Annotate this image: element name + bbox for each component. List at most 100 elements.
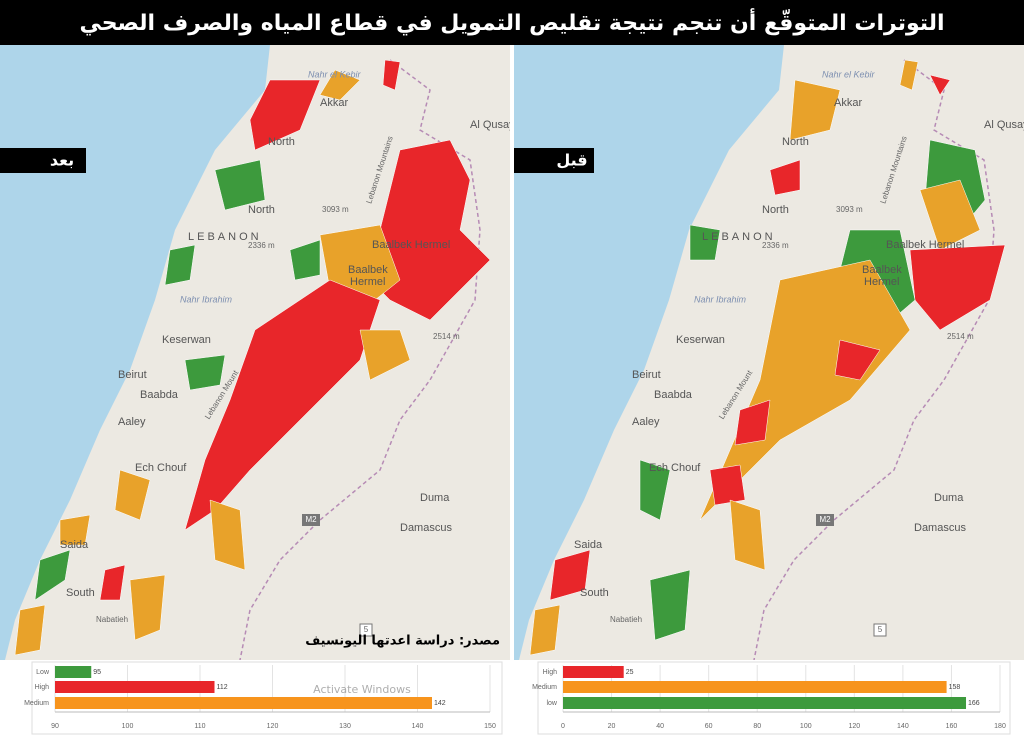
map-label: North — [248, 204, 275, 216]
x-tick-label: 20 — [608, 723, 616, 730]
map-label: 2336 m — [762, 241, 789, 250]
map-label: Nahr Ibrahim — [694, 294, 747, 304]
bar — [55, 666, 92, 678]
map-label: Aaley — [118, 416, 146, 428]
road-sign — [302, 514, 320, 526]
map-label: Baalbek Hermel — [886, 239, 964, 251]
map-label: Al Qusayr — [470, 119, 519, 131]
category-label: Medium — [532, 684, 557, 691]
map-label: 2514 m — [433, 332, 460, 341]
category-label: Medium — [24, 700, 49, 707]
category-label: low — [546, 700, 557, 707]
watermark: Activate Windows — [313, 683, 411, 696]
map-label: 5 — [878, 625, 883, 634]
map-label: Al Qusayr — [984, 119, 1024, 131]
map-label: Duma — [420, 492, 450, 504]
source: مصدر: دراسة اعدتها اليونسيف — [305, 634, 500, 649]
x-tick-label: 60 — [705, 723, 713, 730]
x-tick-label: 90 — [51, 723, 59, 730]
map-label: Keserwan — [676, 334, 725, 346]
category-label: High — [543, 669, 558, 676]
map-label: Saida — [574, 539, 603, 551]
map-label: Nabatieh — [610, 615, 642, 624]
bar — [563, 697, 967, 709]
map-label: North — [762, 204, 789, 216]
map-label: Baabda — [140, 389, 179, 401]
map-label: Aaley — [632, 416, 660, 428]
map-label: North — [268, 136, 295, 148]
bar — [563, 681, 947, 693]
category-label: Low — [36, 669, 50, 676]
map-label: Ech Chouf — [135, 462, 187, 474]
x-tick-label: 100 — [800, 723, 812, 730]
x-tick-label: 130 — [339, 723, 351, 730]
sea — [0, 45, 270, 660]
map-label: 5 — [364, 625, 369, 634]
road-sign — [359, 623, 373, 637]
map-label: 2336 m — [248, 241, 275, 250]
x-tick-label: 150 — [484, 723, 496, 730]
map-label: M2 — [305, 515, 317, 524]
map-label: Baalbek Hermel — [372, 239, 450, 251]
chart-frame — [537, 661, 1011, 735]
map-label: Beirut — [118, 369, 147, 381]
map-label: Akkar — [834, 97, 862, 109]
value-label: 112 — [217, 684, 228, 691]
value-label: 25 — [626, 669, 634, 676]
map-label: Baabda — [654, 389, 693, 401]
regions — [14, 59, 491, 656]
x-tick-label: 180 — [994, 723, 1006, 730]
map-label: Baalbek — [348, 264, 388, 276]
map-label: Damascus — [914, 522, 966, 534]
value-label: 158 — [949, 684, 961, 691]
panel-label: قبل — [556, 151, 587, 170]
map-label: Ech Chouf — [649, 462, 701, 474]
category-label: High — [35, 684, 50, 691]
title-bar — [0, 0, 1024, 45]
road-sign — [816, 514, 834, 526]
map-before: Nahr el Kebir Akkar Al Qusayr North North 309… — [514, 45, 1024, 660]
bar — [55, 681, 215, 693]
map-label: South — [66, 587, 95, 599]
map-label: North — [782, 136, 809, 148]
value-label: 95 — [93, 669, 101, 676]
map-label: South — [580, 587, 609, 599]
map-label: Damascus — [400, 522, 452, 534]
map-label: Baalbek — [862, 264, 902, 276]
x-tick-label: 140 — [412, 723, 424, 730]
x-tick-label: 80 — [753, 723, 761, 730]
sea — [514, 45, 784, 660]
map-label: LEBANON — [702, 231, 776, 243]
bar — [55, 697, 432, 709]
bar — [563, 666, 624, 678]
map-after: Nahr el Kebir Akkar Al Qusayr North Nort… — [0, 45, 519, 660]
map-label: Beirut — [632, 369, 661, 381]
x-tick-label: 160 — [946, 723, 958, 730]
panel-tag — [514, 148, 594, 173]
chart-frame — [31, 661, 503, 735]
map-label: 2514 m — [947, 332, 974, 341]
map-label: Nahr el Kebir — [822, 69, 876, 79]
value-label: 166 — [968, 700, 980, 707]
title: التوترات المتوقّع أن تنجم نتيجة تقليص ال… — [79, 7, 944, 36]
map-label: Keserwan — [162, 334, 211, 346]
regions — [529, 59, 1006, 656]
panel-label: بعد — [50, 151, 74, 170]
map-label: 3093 m — [836, 205, 863, 214]
x-tick-label: 0 — [561, 723, 565, 730]
x-tick-label: 100 — [122, 723, 134, 730]
x-tick-label: 110 — [194, 723, 205, 730]
map-label: Nahr Ibrahim — [180, 294, 233, 304]
map-label: 3093 m — [322, 205, 349, 214]
x-tick-label: 140 — [897, 723, 909, 730]
x-tick-label: 40 — [656, 723, 664, 730]
border — [239, 59, 481, 660]
map-label: Akkar — [320, 97, 348, 109]
border — [753, 59, 995, 660]
panel-tag — [0, 148, 86, 173]
x-tick-label: 120 — [267, 723, 279, 730]
map-label: Saida — [60, 539, 89, 551]
x-tick-label: 120 — [848, 723, 860, 730]
road-sign — [873, 623, 887, 637]
